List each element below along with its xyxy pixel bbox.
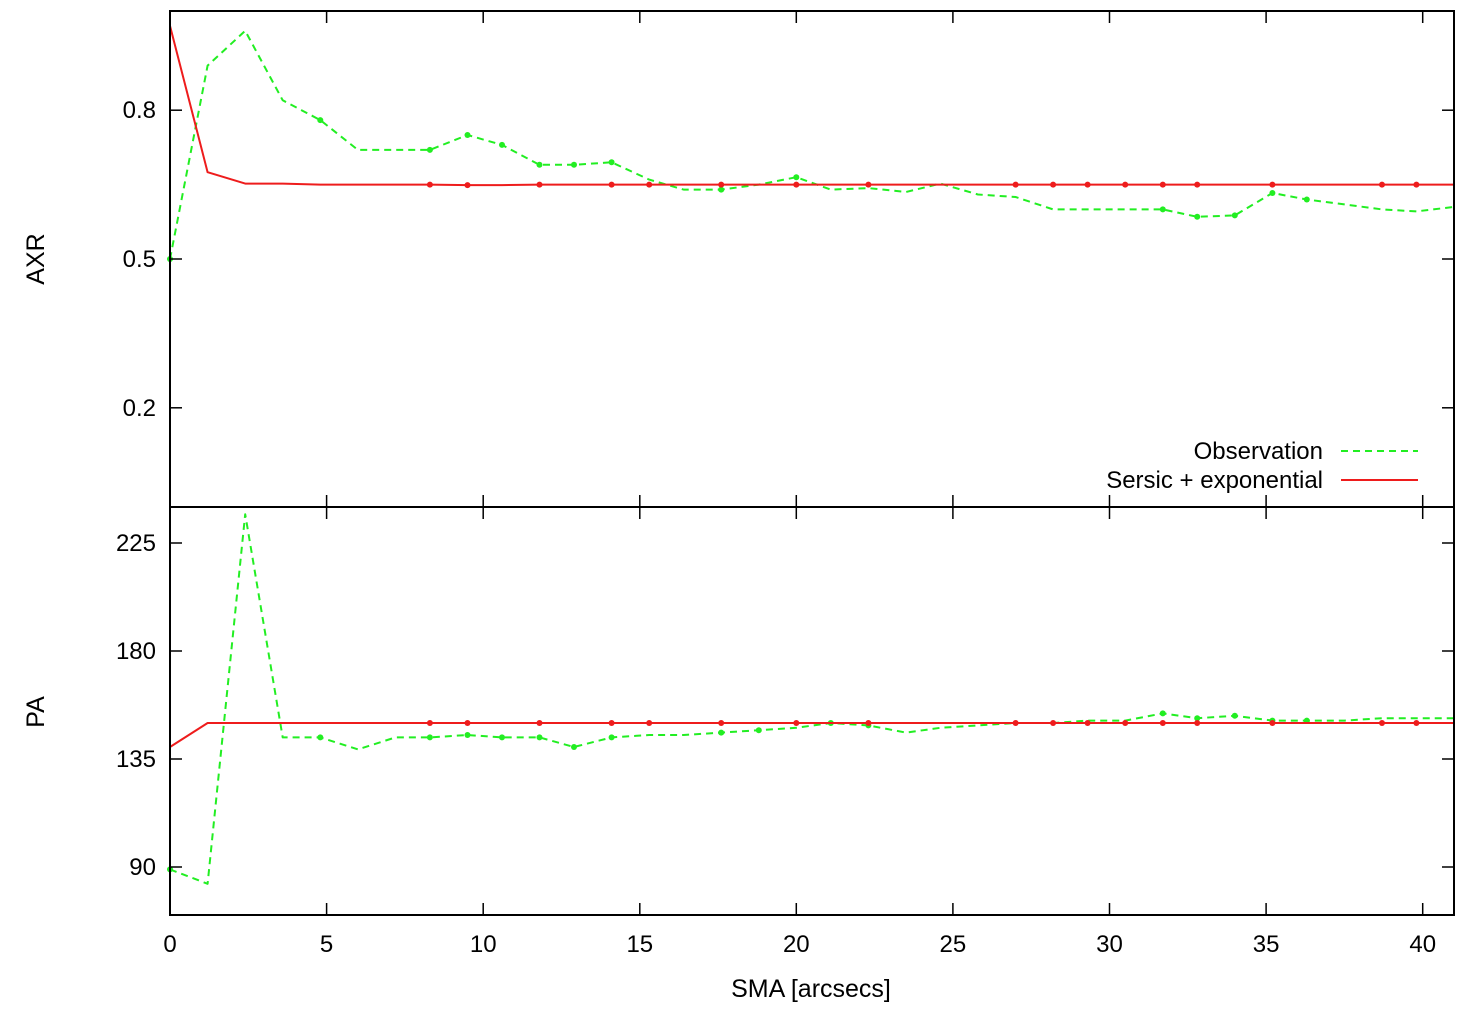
bottom-series-sersic-exponential-point xyxy=(426,720,433,726)
top-series-observation-line xyxy=(169,29,1455,260)
top-series-observation-point xyxy=(718,186,725,193)
top-series-observation-point xyxy=(1303,196,1310,203)
top-series-sersic-exponential-point xyxy=(1122,181,1129,188)
top-series-sersic-exponential-point xyxy=(1194,181,1201,188)
bottom-xtick-label: 30 xyxy=(1096,931,1123,958)
top-ytick-label: 0.2 xyxy=(123,395,156,422)
bottom-series-observation-point xyxy=(499,734,505,741)
bottom-series-sersic-exponential-point xyxy=(718,720,725,726)
bottom-series-sersic-exponential-point xyxy=(464,720,471,726)
top-ylabel: AXR xyxy=(22,233,50,284)
bottom-xtick-label: 10 xyxy=(470,931,497,958)
top-series-observation-point xyxy=(464,132,471,138)
top-series-sersic-exponential-point xyxy=(1159,181,1166,188)
bottom-series-observation-point xyxy=(755,727,762,734)
top-series-observation-point xyxy=(1159,206,1166,213)
bottom-series-observation-point xyxy=(1231,712,1238,719)
bottom-series-observation-point xyxy=(536,734,543,741)
axis-labels: 0.2 0.5 0.8 90 135 180 225 0 5 10 15 20 25 30 35 40 xyxy=(116,97,1436,958)
bottom-series-observation-point xyxy=(571,744,577,750)
top-series-sersic-exponential-point xyxy=(536,181,543,188)
top-series-observation-point xyxy=(793,174,800,181)
bottom-xtick-label: 15 xyxy=(626,931,653,958)
top-series-sersic-exponential-point xyxy=(1050,181,1057,188)
top-series-sersic-exponential-point xyxy=(1012,181,1019,188)
top-series-observation-point xyxy=(536,161,543,168)
bottom-series-sersic-exponential-point xyxy=(1012,720,1019,726)
bottom-xtick-label: 40 xyxy=(1409,931,1436,958)
bottom-series-observation-line xyxy=(169,513,1454,885)
bottom-panel-frame xyxy=(169,506,1455,916)
bottom-ytick-label: 135 xyxy=(116,746,156,773)
bottom-series-sersic-exponential-point xyxy=(1084,720,1091,726)
top-series-sersic-exponential-point xyxy=(1084,181,1091,188)
bottom-series-observation-point xyxy=(426,734,433,741)
top-ytick-label: 0.8 xyxy=(123,97,156,124)
bottom-series-observation-point xyxy=(608,734,615,741)
bottom-ytick-label: 90 xyxy=(129,854,156,881)
bottom-xtick-label: 0 xyxy=(163,931,176,958)
bottom-series-sersic-exponential-point xyxy=(1194,720,1201,726)
top-series-sersic-exponential-point xyxy=(1413,181,1420,188)
top-series-sersic-exponential-point xyxy=(718,181,725,188)
bottom-xtick-label: 35 xyxy=(1253,931,1280,958)
chart-series-layer xyxy=(167,25,1455,885)
bottom-series-sersic-exponential-point xyxy=(1159,720,1166,726)
top-series-sersic-exponential-point xyxy=(865,181,872,188)
top-ytick-label: 0.5 xyxy=(123,246,156,273)
top-panel-frame xyxy=(169,10,1455,508)
top-series-observation-point xyxy=(1231,212,1238,219)
top-series-observation-point xyxy=(608,159,615,166)
bottom-ytick-label: 180 xyxy=(116,638,156,665)
bottom-series-sersic-exponential-point xyxy=(1122,720,1129,726)
top-series-sersic-exponential-line xyxy=(169,25,1454,187)
top-series-observation-point xyxy=(1269,190,1276,196)
top-series-observation-point xyxy=(499,141,505,148)
top-series-sersic-exponential-point xyxy=(1379,181,1385,188)
top-series-sersic-exponential-point xyxy=(793,181,800,188)
bottom-series-observation-point xyxy=(317,734,324,741)
bottom-series-observation-point xyxy=(718,729,725,736)
bottom-xtick-label: 25 xyxy=(940,931,967,958)
axis-ticks xyxy=(169,11,1454,915)
top-series-sersic-exponential-point xyxy=(1269,181,1276,188)
bottom-series-sersic-exponential-point xyxy=(1379,720,1385,726)
top-series-observation-point xyxy=(426,146,433,153)
bottom-series-observation-point xyxy=(464,732,471,738)
bottom-series-sersic-exponential-point xyxy=(646,720,653,726)
bottom-ylabel: PA xyxy=(22,696,50,728)
legend-label-model: Sersic + exponential xyxy=(1106,467,1323,494)
bottom-series-sersic-exponential-point xyxy=(793,720,800,726)
bottom-xlabel: SMA [arcsecs] xyxy=(731,975,891,1003)
bottom-series-sersic-exponential-point xyxy=(536,720,543,726)
top-series-sersic-exponential-point xyxy=(464,182,471,189)
bottom-series-sersic-exponential-point xyxy=(865,720,872,726)
top-series-sersic-exponential-point xyxy=(646,181,653,188)
top-series-sersic-exponential-point xyxy=(426,181,433,188)
bottom-series-sersic-exponential-point xyxy=(1413,720,1420,726)
bottom-series-sersic-exponential-point xyxy=(1050,720,1057,726)
bottom-series-sersic-exponential-line xyxy=(169,722,1454,748)
bottom-series-sersic-exponential-point xyxy=(1269,720,1276,726)
legend-label-observation: Observation xyxy=(1194,438,1323,465)
bottom-series-observation-point xyxy=(1194,715,1201,722)
bottom-series-observation-point xyxy=(1159,710,1166,717)
bottom-ytick-label: 225 xyxy=(116,530,156,557)
bottom-xtick-label: 20 xyxy=(783,931,810,958)
bottom-series-sersic-exponential-point xyxy=(608,720,615,726)
bottom-xtick-label: 5 xyxy=(320,931,333,958)
top-series-observation-point xyxy=(1194,213,1201,220)
top-series-sersic-exponential-point xyxy=(608,181,615,188)
legend: Observation Sersic + exponential xyxy=(1106,438,1418,494)
top-series-observation-point xyxy=(571,161,577,168)
top-series-observation-point xyxy=(317,117,324,124)
